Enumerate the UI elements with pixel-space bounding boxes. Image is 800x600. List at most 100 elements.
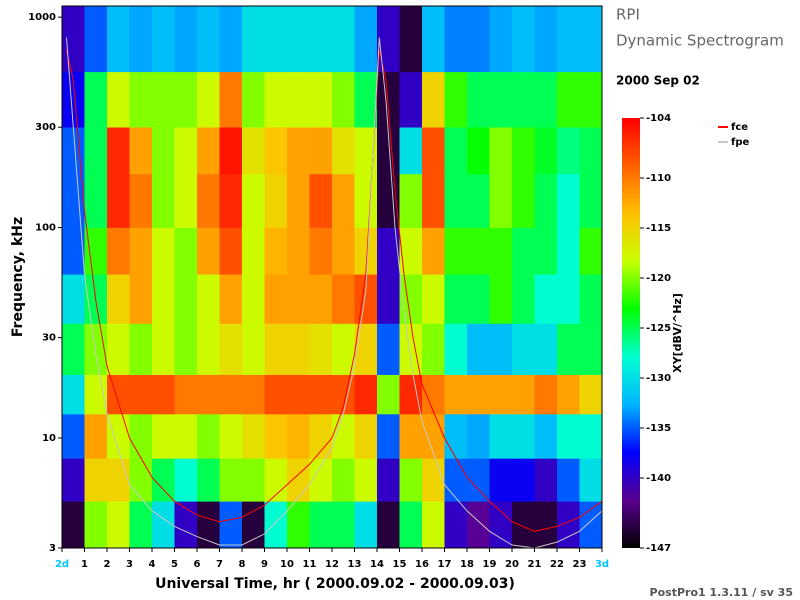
spectrogram-cell [107,458,130,502]
spectrogram-cell [354,127,378,175]
spectrogram-cell [107,227,130,275]
spectrogram-cell [512,323,535,375]
spectrogram-cell [579,501,603,549]
spectrogram-cell [557,71,580,128]
spectrogram-cell [242,323,265,375]
spectrogram-cell [534,323,558,375]
spectrogram-cell [152,173,175,228]
spectrogram-cell [332,227,355,275]
spectrogram-cell [377,323,400,375]
spectrogram-cell [489,6,513,73]
spectrogram-cell [242,127,265,175]
spectrogram-cell [242,458,265,502]
spectrogram-cell [377,374,400,415]
spectrogram-cell [534,71,558,128]
spectrogram-cell [354,323,378,375]
colorbar-tick-label: -104 [646,113,671,124]
spectrogram-cell [557,227,580,275]
spectrogram-cell [444,6,468,73]
spectrogram-cell [332,71,355,128]
spectrogram-cell [512,173,535,228]
spectrogram-cell [62,501,85,549]
spectrogram-cell [512,71,535,128]
spectrogram-cell [309,6,333,73]
spectrogram-cell [84,414,108,459]
spectrogram-cell [219,374,243,415]
spectrogram-cell [107,127,130,175]
spectrogram-cell [444,274,468,324]
spectrogram-cell [264,127,288,175]
spectrogram-cell [422,71,445,128]
spectrogram-cell [512,6,535,73]
spectrogram-cell [219,458,243,502]
spectrogram-cell [467,374,490,415]
spectrogram-cell [287,71,310,128]
x-tick-label: 16 [415,559,429,570]
spectrogram-cell [264,227,288,275]
spectrogram-cell [332,458,355,502]
spectrogram-cell [309,414,333,459]
x-tick-label: 19 [483,559,497,570]
spectrogram-cell [129,501,153,549]
spectrogram-cell [444,173,468,228]
spectrogram-cell [377,501,400,549]
spectrogram-cell [467,71,490,128]
spectrogram-cell [152,458,175,502]
spectrogram-cell [197,71,220,128]
spectrogram-cell [84,6,108,73]
spectrogram-cell [309,323,333,375]
spectrogram-cell [354,374,378,415]
spectrogram-cell [557,274,580,324]
spectrogram-cell [467,501,490,549]
spectrogram-cell [152,71,175,128]
colorbar-tick-label: -125 [646,323,671,334]
spectrogram-cell [129,6,153,73]
spectrogram-cell [444,501,468,549]
spectrogram-cell [287,374,310,415]
spectrogram-cell [399,414,423,459]
spectrogram-cell [242,71,265,128]
spectrogram-cell [242,274,265,324]
spectrogram-cell [579,227,603,275]
chart-title: RPI [616,6,640,24]
x-tick-label: 6 [194,559,201,570]
spectrogram-cell [489,173,513,228]
spectrogram-cell [399,323,423,375]
spectrogram-cell [197,323,220,375]
spectrogram-cell [354,458,378,502]
spectrogram-cell [309,227,333,275]
spectrogram-cell [197,501,220,549]
spectrogram-cell [287,323,310,375]
spectrogram-cell [242,227,265,275]
spectrogram-cell [264,323,288,375]
spectrogram-cell [557,374,580,415]
spectrogram-cell [152,6,175,73]
spectrogram-cell [152,374,175,415]
y-tick-label: 30 [42,333,56,344]
spectrogram-cell [174,173,198,228]
spectrogram-cell [489,458,513,502]
x-tick-label: 2d [55,559,69,570]
spectrogram-cell [242,414,265,459]
spectrogram-cell [579,6,603,73]
x-tick-label: 21 [528,559,542,570]
spectrogram-cell [287,414,310,459]
spectrogram-cell [219,6,243,73]
spectrogram-cell [309,173,333,228]
spectrogram-cell [579,458,603,502]
spectrogram-cell [152,227,175,275]
spectrogram-cell [197,227,220,275]
spectrogram-cell [219,274,243,324]
spectrogram-cell [174,501,198,549]
spectrogram-cell [579,274,603,324]
x-tick-label: 12 [325,559,339,570]
spectrogram-cell [422,173,445,228]
spectrogram-cell [197,414,220,459]
spectrogram-cell [332,173,355,228]
colorbar-tick-label: -110 [646,173,671,184]
spectrogram-cell [422,6,445,73]
spectrogram-cell [444,414,468,459]
spectrogram-cell [309,501,333,549]
spectrogram-cell [197,127,220,175]
spectrogram-cell [512,458,535,502]
